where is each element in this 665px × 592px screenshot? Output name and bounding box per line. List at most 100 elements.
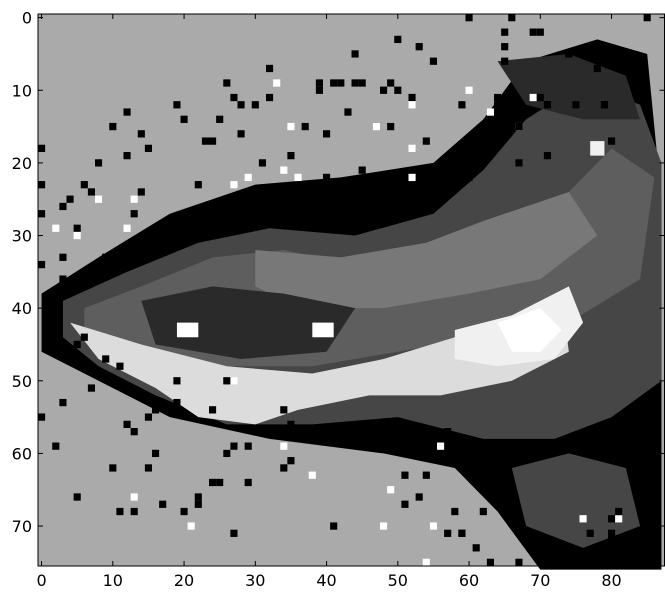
heatmap-pixel — [593, 64, 601, 73]
x-axis: 0 10 20 30 40 50 60 70 80 — [36, 14, 622, 590]
heatmap-pixel — [130, 493, 138, 501]
heatmap-pixel — [95, 159, 103, 167]
heatmap-pixel — [494, 101, 502, 109]
heatmap-pixel — [508, 14, 516, 22]
heatmap-pixel — [130, 195, 138, 203]
heatmap-pixel — [280, 166, 288, 174]
y-axis: 0 10 20 30 40 50 60 70 — [12, 9, 665, 536]
x-tick-label: 30 — [245, 571, 265, 590]
heatmap-pixel — [230, 529, 238, 537]
heatmap-pixel — [123, 152, 131, 160]
heatmap-pixel — [380, 522, 388, 530]
heatmap-pixel — [401, 500, 409, 508]
heatmap-pixel — [501, 57, 509, 65]
heatmap-pixel — [194, 181, 202, 189]
heatmap-pixel — [501, 43, 509, 51]
heatmap-pixel — [494, 493, 502, 501]
heatmap-pixel — [444, 428, 452, 436]
heatmap-pixel — [223, 79, 231, 87]
heatmap-pixel — [52, 326, 60, 334]
heatmap-pixel — [401, 471, 409, 479]
heatmap-pixel — [287, 122, 295, 131]
heatmap-pixel — [501, 457, 509, 465]
heatmap-pixel — [144, 464, 152, 472]
heatmap-pixel — [216, 478, 224, 487]
heatmap-pixel — [102, 253, 110, 261]
heatmap-region — [511, 453, 641, 548]
heatmap-pixel — [266, 93, 274, 102]
heatmap-pixel — [209, 406, 217, 414]
heatmap-pixel — [109, 464, 117, 472]
heatmap-pixel — [536, 28, 544, 36]
heatmap-pixel — [73, 231, 81, 240]
heatmap-pixel — [237, 130, 245, 138]
heatmap-pixel — [536, 93, 544, 102]
heatmap-pixel — [380, 86, 388, 94]
heatmap-pixel — [52, 348, 60, 356]
heatmap-pixel — [323, 173, 331, 182]
heatmap-pixel — [109, 122, 117, 131]
heatmap-pixel — [408, 93, 416, 102]
heatmap-pixel — [429, 57, 437, 65]
heatmap-pixel — [486, 464, 494, 472]
heatmap-pixel — [173, 101, 181, 109]
heatmap-pixel — [294, 173, 302, 182]
heatmap-pixel — [458, 101, 466, 109]
heatmap-pixel — [387, 486, 395, 494]
heatmap-pixel — [572, 101, 580, 109]
heatmap-pixel — [38, 144, 46, 152]
heatmap-pixel — [408, 144, 416, 152]
heatmap-pixel — [194, 224, 202, 232]
heatmap-pixel — [59, 275, 67, 283]
heatmap-pixel — [201, 137, 209, 145]
heatmap-pixel — [308, 210, 316, 218]
heatmap-pixel — [152, 449, 160, 458]
heatmap-pixel — [230, 442, 238, 450]
heatmap-pixel — [287, 420, 295, 428]
heatmap-pixel — [451, 507, 459, 516]
heatmap-pixel — [230, 93, 238, 102]
heatmap-pixel — [494, 93, 502, 102]
x-tick-label: 10 — [103, 571, 123, 590]
heatmap-pixel — [394, 35, 402, 44]
y-tick-label: 70 — [12, 517, 32, 536]
heatmap-pixel — [415, 435, 423, 443]
heatmap-pixel — [209, 478, 217, 487]
heatmap-pixel — [287, 457, 295, 465]
heatmap-pixel — [486, 108, 494, 116]
y-tick-label: 60 — [12, 444, 32, 463]
heatmap-pixel — [387, 122, 395, 131]
heatmap-pixel — [479, 507, 487, 516]
heatmap-pixel — [543, 152, 551, 160]
heatmap-pixel — [280, 406, 288, 414]
heatmap-pixel — [180, 507, 188, 516]
heatmap-pixel — [565, 50, 573, 58]
heatmap-pixel — [472, 544, 480, 552]
heatmap-pixel — [315, 86, 323, 94]
x-tick-label: 0 — [36, 571, 46, 590]
heatmap-pixel — [344, 108, 352, 116]
heatmap-pixel — [38, 260, 46, 269]
heatmap-pixel — [73, 224, 81, 232]
heatmap-pixel — [422, 173, 430, 182]
y-tick-label: 40 — [12, 299, 32, 318]
x-tick-label: 50 — [388, 571, 408, 590]
heatmap-pixel — [237, 101, 245, 109]
heatmap-pixel — [59, 202, 67, 211]
heatmap-pixel — [615, 507, 623, 516]
heatmap-pixel — [608, 137, 616, 145]
heatmap-pixel — [45, 333, 53, 341]
x-tick-label: 40 — [316, 571, 336, 590]
heatmap-pixel — [194, 493, 202, 501]
heatmap-pixel — [380, 181, 388, 189]
heatmap-pixel — [152, 406, 160, 414]
heatmap-pixel — [415, 43, 423, 51]
heatmap-pixel — [608, 515, 616, 523]
heatmap-pixel — [486, 558, 494, 566]
heatmap-pixel — [230, 181, 238, 189]
heatmap-pixel — [266, 64, 274, 73]
heatmap-pixel — [586, 529, 594, 537]
heatmap-pixel — [608, 529, 616, 537]
heatmap-pixel — [387, 442, 395, 450]
heatmap-region — [312, 322, 334, 338]
